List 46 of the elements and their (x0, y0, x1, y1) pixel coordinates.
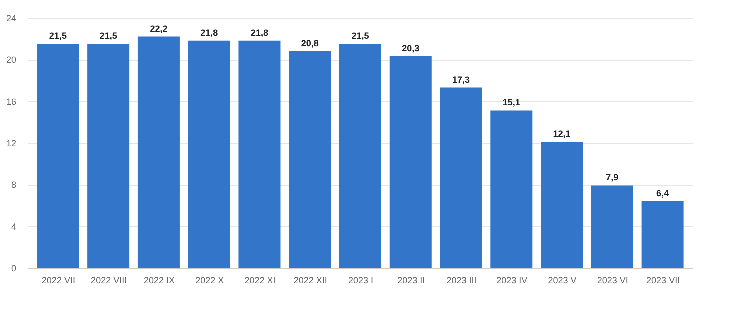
y-tick-label: 0 (11, 264, 16, 274)
data-label: 21,5 (352, 31, 370, 42)
y-tick-label: 16 (6, 96, 16, 107)
data-label: 20,8 (301, 38, 319, 48)
x-tick-label: 2023 II (398, 276, 426, 286)
data-label: 21,8 (250, 28, 268, 38)
x-tick-label: 2022 X (196, 276, 224, 286)
x-tick-label: 2023 I (348, 276, 374, 286)
x-tick-label: 2023 V (548, 276, 577, 286)
data-label: 7,9 (606, 172, 619, 183)
bar (238, 40, 281, 268)
data-label: 15,1 (502, 98, 520, 108)
bar (490, 110, 533, 268)
y-tick-label: 4 (11, 222, 16, 232)
y-tick-label: 24 (6, 14, 16, 24)
x-tick-label: 2023 VII (646, 276, 680, 286)
x-tick-label: 2022 IX (144, 276, 175, 286)
bar (440, 88, 482, 268)
bar (88, 44, 130, 268)
data-label: 22,2 (150, 24, 168, 34)
data-label: 21,8 (200, 28, 218, 38)
data-label: 6,4 (656, 188, 670, 198)
data-label: 12,1 (553, 128, 571, 139)
x-tick-label: 2022 XI (244, 276, 276, 286)
x-tick-label: 2022 VIII (91, 276, 128, 286)
x-tick-label: 2023 VI (597, 276, 628, 286)
x-tick-label: 2023 IV (496, 276, 528, 286)
y-tick-label: 20 (6, 55, 16, 66)
x-tick-label: 2022 XII (294, 276, 328, 286)
bar (390, 56, 432, 268)
bar (289, 51, 332, 268)
bar (37, 44, 80, 268)
bar (541, 142, 584, 268)
data-label: 20,3 (402, 44, 420, 54)
bar (340, 44, 382, 268)
bar (138, 36, 180, 268)
x-tick-label: 2022 VII (42, 276, 76, 286)
y-tick-label: 8 (11, 180, 16, 190)
data-label: 17,3 (452, 74, 470, 85)
data-label: 21,5 (49, 31, 67, 42)
bar (188, 40, 230, 268)
y-tick-label: 12 (6, 138, 16, 148)
data-label: 21,5 (100, 31, 118, 42)
bar (591, 186, 634, 268)
bar (642, 201, 684, 268)
x-tick-label: 2023 III (446, 276, 477, 286)
